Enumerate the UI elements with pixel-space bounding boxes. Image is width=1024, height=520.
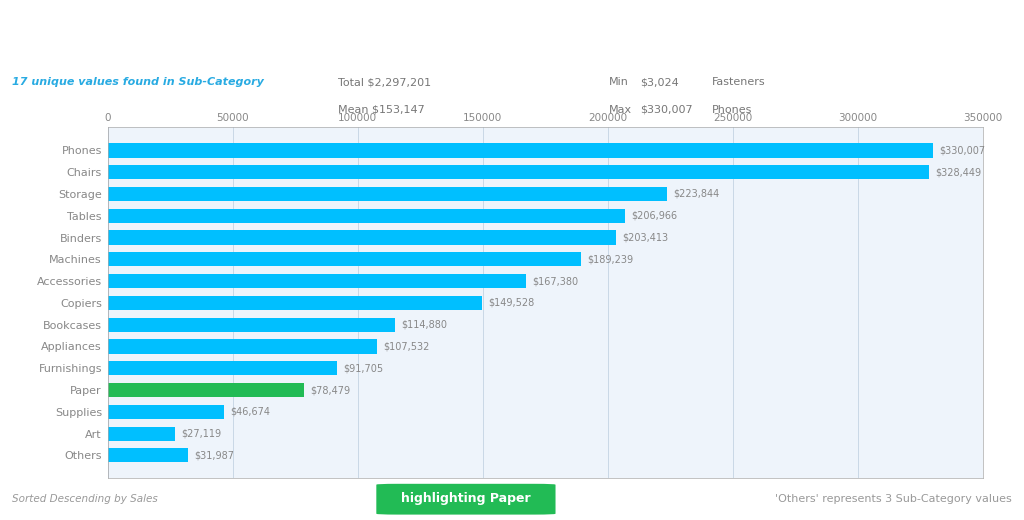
- Bar: [108, 187, 668, 201]
- Text: Analyzing Sales by Sub-Category: Analyzing Sales by Sub-Category: [12, 19, 529, 46]
- Text: Mean $153,147: Mean $153,147: [338, 105, 425, 115]
- Text: $78,479: $78,479: [310, 385, 350, 395]
- Bar: [108, 252, 581, 266]
- Bar: [108, 144, 933, 158]
- Text: $46,674: $46,674: [230, 407, 270, 417]
- Text: Data 03-Nov-2016 to 30-Oct-2020: Data 03-Nov-2016 to 30-Oct-2020: [835, 28, 1012, 37]
- Bar: [108, 318, 395, 332]
- Text: $328,449: $328,449: [935, 167, 982, 177]
- Text: 'Others' represents 3 Sub-Category values: 'Others' represents 3 Sub-Category value…: [775, 494, 1012, 504]
- Bar: [108, 209, 626, 223]
- Bar: [108, 361, 337, 375]
- Text: $330,007: $330,007: [939, 146, 985, 155]
- Text: $107,532: $107,532: [383, 342, 429, 352]
- Text: $330,007: $330,007: [640, 105, 692, 115]
- Bar: [108, 296, 481, 310]
- Bar: [108, 426, 175, 440]
- Text: $27,119: $27,119: [181, 428, 222, 438]
- Bar: [108, 405, 224, 419]
- Text: Min: Min: [609, 77, 629, 87]
- Bar: [108, 340, 377, 354]
- Bar: [108, 448, 187, 462]
- Text: Total $2,297,201: Total $2,297,201: [338, 77, 431, 87]
- Text: Max: Max: [609, 105, 633, 115]
- Text: $167,380: $167,380: [532, 276, 579, 286]
- Text: $91,705: $91,705: [343, 363, 383, 373]
- Text: $3,024: $3,024: [640, 77, 679, 87]
- FancyBboxPatch shape: [377, 484, 555, 515]
- Text: $149,528: $149,528: [487, 298, 535, 308]
- Text: $31,987: $31,987: [194, 450, 233, 460]
- Text: $114,880: $114,880: [401, 320, 447, 330]
- Text: highlighting Paper: highlighting Paper: [401, 492, 530, 505]
- Text: $189,239: $189,239: [587, 254, 633, 264]
- Text: $206,966: $206,966: [632, 211, 678, 221]
- Text: Fasteners: Fasteners: [712, 77, 765, 87]
- Bar: [108, 165, 929, 179]
- Text: $203,413: $203,413: [623, 232, 669, 242]
- Text: Sorted Descending by Sales: Sorted Descending by Sales: [12, 494, 158, 504]
- Bar: [108, 274, 526, 288]
- Text: Phones: Phones: [712, 105, 752, 115]
- Text: $223,844: $223,844: [674, 189, 720, 199]
- Bar: [108, 230, 616, 244]
- Text: 17 unique values found in Sub-Category: 17 unique values found in Sub-Category: [12, 77, 264, 87]
- Bar: [108, 383, 304, 397]
